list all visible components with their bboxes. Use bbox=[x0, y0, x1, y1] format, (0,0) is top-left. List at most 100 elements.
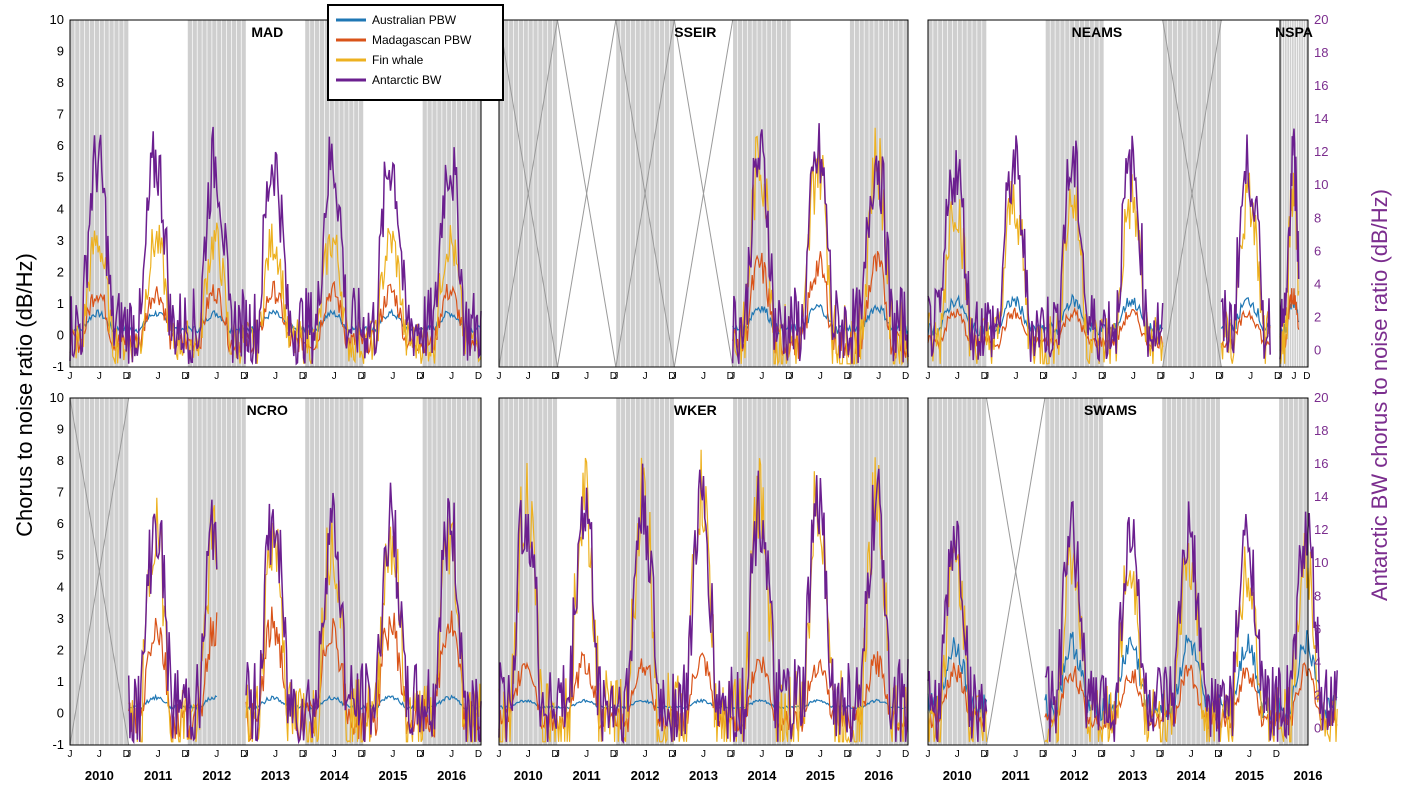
month-tick-label: D bbox=[1214, 749, 1221, 760]
month-tick-label: D bbox=[1039, 371, 1046, 382]
month-tick-label: J bbox=[1014, 371, 1019, 382]
y-tick-label: 0 bbox=[57, 705, 64, 720]
y-right-tick-label: 8 bbox=[1314, 588, 1321, 603]
year-label: 2015 bbox=[1235, 768, 1264, 783]
legend-label: Fin whale bbox=[372, 53, 424, 67]
month-tick-label: J bbox=[302, 749, 307, 760]
month-tick-label: J bbox=[449, 749, 454, 760]
y-tick-label: 4 bbox=[57, 579, 64, 594]
month-tick-label: J bbox=[156, 371, 161, 382]
month-tick-label: J bbox=[984, 371, 989, 382]
year-label: 2012 bbox=[1060, 768, 1089, 783]
month-tick-label: D bbox=[785, 749, 792, 760]
month-tick-label: D bbox=[1303, 371, 1310, 382]
month-tick-label: D bbox=[844, 749, 851, 760]
month-tick-label: J bbox=[613, 749, 618, 760]
month-tick-label: J bbox=[97, 371, 102, 382]
panel-frame bbox=[69, 19, 482, 368]
panel-title: NEAMS bbox=[1072, 24, 1123, 40]
month-tick-label: J bbox=[759, 749, 764, 760]
month-tick-label: D bbox=[181, 371, 188, 382]
month-tick-label: D bbox=[668, 749, 675, 760]
y-right-tick-label: 4 bbox=[1314, 276, 1321, 291]
series-line-australian-pbw bbox=[732, 303, 909, 336]
month-tick-label: J bbox=[185, 749, 190, 760]
year-label: 2011 bbox=[1002, 768, 1030, 783]
month-tick-label: D bbox=[123, 371, 130, 382]
month-tick-label: J bbox=[555, 749, 560, 760]
month-tick-label: D bbox=[1039, 749, 1046, 760]
legend-label: Australian PBW bbox=[372, 13, 457, 27]
no-data-cross bbox=[673, 19, 734, 368]
no-data-cross bbox=[985, 397, 1046, 746]
month-tick-label: D bbox=[727, 749, 734, 760]
y-tick-label: 3 bbox=[57, 611, 64, 626]
y-axis-right-label: Antarctic BW chorus to noise ratio (dB/H… bbox=[1367, 189, 1392, 601]
y-right-tick-label: 0 bbox=[1314, 720, 1321, 735]
month-tick-label: D bbox=[416, 371, 423, 382]
month-tick-label: D bbox=[475, 371, 482, 382]
year-label: 2016 bbox=[1294, 768, 1323, 783]
month-tick-label: J bbox=[847, 749, 852, 760]
month-tick-label: D bbox=[668, 371, 675, 382]
year-label: 2011 bbox=[144, 768, 172, 783]
month-tick-label: D bbox=[123, 749, 130, 760]
month-tick-label: J bbox=[244, 749, 249, 760]
y-tick-label: 5 bbox=[57, 170, 64, 185]
y-right-tick-label: 10 bbox=[1314, 177, 1328, 192]
month-tick-label: J bbox=[1159, 749, 1164, 760]
year-label: 2014 bbox=[1177, 768, 1207, 783]
month-tick-label: J bbox=[701, 749, 706, 760]
month-tick-label: J bbox=[1130, 749, 1135, 760]
month-tick-label: J bbox=[1218, 749, 1223, 760]
month-tick-label: J bbox=[273, 371, 278, 382]
y-tick-label: 9 bbox=[57, 44, 64, 59]
month-tick-label: J bbox=[1013, 749, 1018, 760]
y-right-tick-label: 14 bbox=[1314, 489, 1328, 504]
month-tick-label: J bbox=[789, 371, 794, 382]
y-tick-label: 2 bbox=[57, 264, 64, 279]
y-tick-label: 1 bbox=[57, 296, 64, 311]
y-tick-label: 2 bbox=[57, 642, 64, 657]
month-tick-label: D bbox=[902, 749, 909, 760]
month-tick-label: J bbox=[156, 749, 161, 760]
month-tick-label: J bbox=[390, 371, 395, 382]
month-tick-label: D bbox=[610, 371, 617, 382]
panel-title: NSPA bbox=[1275, 24, 1313, 40]
month-tick-label: J bbox=[584, 371, 589, 382]
month-tick-label: J bbox=[876, 371, 881, 382]
legend-label: Madagascan PBW bbox=[372, 33, 472, 47]
month-tick-label: J bbox=[361, 371, 366, 382]
month-tick-label: J bbox=[273, 749, 278, 760]
year-label: 2013 bbox=[261, 768, 290, 783]
y-tick-label: 6 bbox=[57, 138, 64, 153]
month-tick-label: D bbox=[475, 749, 482, 760]
month-tick-label: J bbox=[876, 749, 881, 760]
month-tick-label: J bbox=[818, 371, 823, 382]
y-tick-label: 8 bbox=[57, 75, 64, 90]
month-tick-label: J bbox=[1278, 371, 1283, 382]
month-tick-label: J bbox=[420, 749, 425, 760]
series-line-antarctic-bw bbox=[498, 463, 909, 744]
month-tick-label: D bbox=[902, 371, 909, 382]
panel-frame bbox=[927, 397, 1309, 746]
y-tick-label: 5 bbox=[57, 548, 64, 563]
y-right-tick-label: 20 bbox=[1314, 12, 1328, 27]
panel-frame bbox=[498, 19, 909, 368]
y-right-tick-label: 18 bbox=[1314, 45, 1328, 60]
series-line-antarctic-bw bbox=[69, 126, 482, 366]
series-line-antarctic-bw bbox=[1044, 500, 1338, 742]
month-tick-label: J bbox=[955, 371, 960, 382]
year-label: 2010 bbox=[514, 768, 543, 783]
month-tick-label: D bbox=[1098, 371, 1105, 382]
month-tick-label: D bbox=[181, 749, 188, 760]
no-data-cross bbox=[1162, 19, 1222, 368]
series-line-fin-whale bbox=[927, 540, 988, 743]
month-tick-label: D bbox=[358, 749, 365, 760]
month-tick-label: J bbox=[302, 371, 307, 382]
month-tick-label: J bbox=[1247, 749, 1252, 760]
series-line-antarctic-bw bbox=[927, 520, 988, 743]
